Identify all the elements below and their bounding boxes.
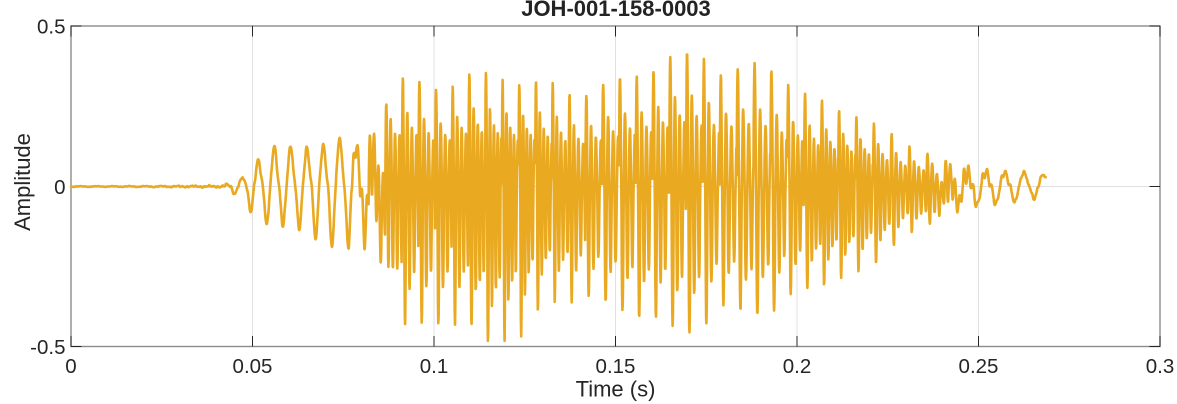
svg-text:0.1: 0.1	[420, 355, 449, 378]
svg-text:-0.5: -0.5	[30, 336, 65, 359]
svg-text:0.05: 0.05	[233, 355, 273, 378]
svg-text:0: 0	[54, 176, 65, 199]
svg-text:0.25: 0.25	[959, 355, 999, 378]
svg-text:0: 0	[65, 355, 76, 378]
svg-text:Time (s): Time (s)	[576, 377, 656, 402]
svg-text:0.15: 0.15	[596, 355, 636, 378]
svg-text:0.5: 0.5	[37, 15, 66, 38]
svg-text:0.2: 0.2	[783, 355, 812, 378]
svg-text:0.3: 0.3	[1146, 355, 1175, 378]
svg-text:JOH-001-158-0003: JOH-001-158-0003	[521, 0, 711, 21]
svg-text:Amplitude: Amplitude	[10, 133, 35, 231]
